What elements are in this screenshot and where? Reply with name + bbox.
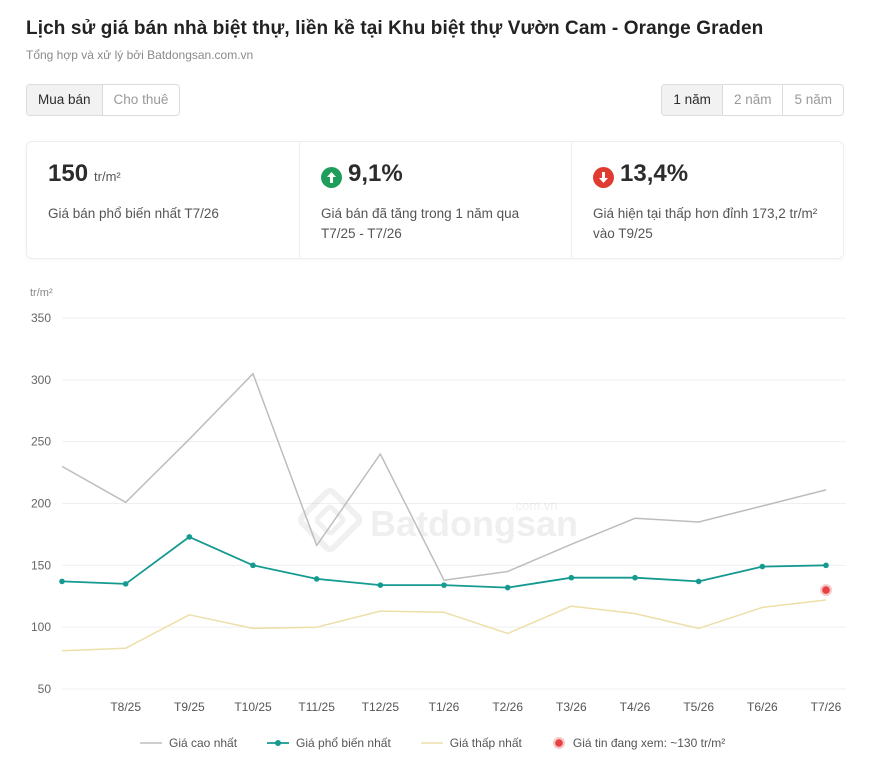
legend-common-label: Giá phổ biến nhất [296, 736, 391, 750]
data-point-common[interactable] [504, 584, 511, 591]
legend-current-label: Giá tin đang xem: ~130 tr/m² [572, 736, 726, 750]
x-tick-label: T9/25 [174, 700, 205, 714]
data-point-common[interactable] [59, 578, 65, 585]
x-tick-label: T11/25 [298, 700, 335, 714]
legend-high[interactable]: Giá cao nhất [140, 736, 237, 750]
y-axis-unit-label: tr/m² [30, 287, 53, 299]
y-tick-label: 50 [38, 682, 52, 696]
series-line-low [61, 599, 827, 652]
stat-peak-diff: 13,4% Giá hiện tại thấp hơn đỉnh 173,2 t… [571, 142, 845, 258]
x-tick-label: T12/25 [362, 700, 400, 714]
legend-current-swatch [552, 737, 565, 749]
tab-cho-thue[interactable]: Cho thuê [102, 85, 180, 115]
stat-price-change: 9,1% Giá bán đã tăng trong 1 năm qua T7/… [299, 142, 571, 258]
x-tick-label: T4/26 [620, 700, 651, 714]
page-subtitle: Tổng hợp và xử lý bởi Batdongsan.com.vn [26, 48, 254, 62]
legend-low[interactable]: Giá thấp nhất [420, 736, 522, 750]
watermark-brand: Batdongsan [370, 503, 578, 544]
x-axis-ticks: T8/25 T9/25 T10/25 T11/25 T12/25 T1/26 T2/26 T3… [110, 700, 841, 714]
data-point-common[interactable] [759, 563, 766, 570]
period-toggle: 1 năm 2 năm 5 năm [661, 84, 844, 116]
data-point-common[interactable] [122, 581, 129, 587]
data-point-common[interactable] [250, 562, 256, 569]
data-point-common[interactable] [313, 576, 320, 582]
x-tick-label: T1/26 [429, 700, 460, 714]
data-point-common[interactable] [441, 582, 447, 588]
legend-current[interactable]: Giá tin đang xem: ~130 tr/m² [552, 736, 725, 750]
tab-5-nam[interactable]: 5 năm [783, 85, 843, 115]
legend-common-swatch [267, 740, 290, 746]
arrow-up-icon [321, 166, 342, 188]
listing-type-toggle: Mua bán Cho thuê [26, 84, 181, 116]
price-history-chart: tr/m² 50 100 150 200 250 300 350 T8/25 T9/25 T10… [30, 287, 846, 714]
chart-legend: Giá cao nhất Giá phổ biến nhất Giá thấp … [140, 736, 755, 750]
tab-mua-ban[interactable]: Mua bán [27, 85, 103, 115]
x-tick-label: T7/26 [811, 700, 842, 714]
x-tick-label: T6/26 [747, 700, 778, 714]
legend-low-label: Giá thấp nhất [449, 736, 522, 750]
watermark-suffix: .com.vn [512, 498, 558, 513]
y-tick-label: 250 [31, 435, 51, 449]
chart-gridlines [62, 317, 846, 690]
stat-peak-desc: Giá hiện tại thấp hơn đỉnh 173,2 tr/m² v… [593, 206, 818, 241]
page-title: Lịch sử giá bán nhà biệt thự, liền kề tạ… [26, 18, 764, 39]
legend-common[interactable]: Giá phổ biến nhất [267, 736, 391, 750]
x-tick-label: T5/26 [683, 700, 714, 714]
legend-high-swatch [140, 742, 162, 744]
stat-change-value: 9,1% [348, 160, 403, 187]
legend-high-label: Giá cao nhất [169, 736, 238, 750]
stat-common-value: 150 [48, 160, 89, 187]
stat-common-unit: tr/m² [94, 169, 121, 184]
y-axis-ticks: 50 100 150 200 250 300 350 [31, 311, 51, 696]
arrow-down-icon [593, 166, 614, 188]
data-point-common[interactable] [568, 574, 575, 581]
x-tick-label: T2/26 [492, 700, 523, 714]
x-tick-label: T3/26 [556, 700, 587, 714]
y-tick-label: 350 [31, 311, 51, 325]
data-point-common[interactable] [632, 574, 638, 581]
stat-common-desc: Giá bán phổ biến nhất T7/26 [48, 206, 219, 221]
stat-common-price: 150 tr/m² Giá bán phổ biến nhất T7/26 [27, 142, 299, 258]
x-tick-label: T8/25 [110, 700, 141, 714]
y-tick-label: 200 [31, 497, 51, 511]
data-point-common[interactable] [695, 578, 702, 585]
stat-peak-value: 13,4% [620, 160, 689, 187]
stats-panel: 150 tr/m² Giá bán phổ biến nhất T7/26 9,… [26, 141, 844, 259]
tab-2-nam[interactable]: 2 năm [722, 85, 784, 115]
data-point-common[interactable] [377, 582, 384, 588]
series-line-high [61, 372, 827, 581]
tab-1-nam[interactable]: 1 năm [662, 85, 723, 115]
x-tick-label: T10/25 [234, 700, 272, 714]
data-point-common[interactable] [823, 562, 829, 569]
y-tick-label: 150 [31, 558, 51, 572]
legend-low-swatch [420, 742, 443, 744]
data-point-common[interactable] [186, 534, 193, 540]
current-listing-marker [820, 584, 832, 597]
stat-change-desc: Giá bán đã tăng trong 1 năm qua T7/25 - … [321, 206, 520, 241]
chart-series [59, 372, 829, 652]
current-listing-point[interactable] [822, 586, 830, 594]
y-tick-label: 100 [31, 620, 51, 634]
watermark-logo: Batdongsan .com.vn [297, 487, 578, 553]
y-tick-label: 300 [31, 373, 51, 387]
